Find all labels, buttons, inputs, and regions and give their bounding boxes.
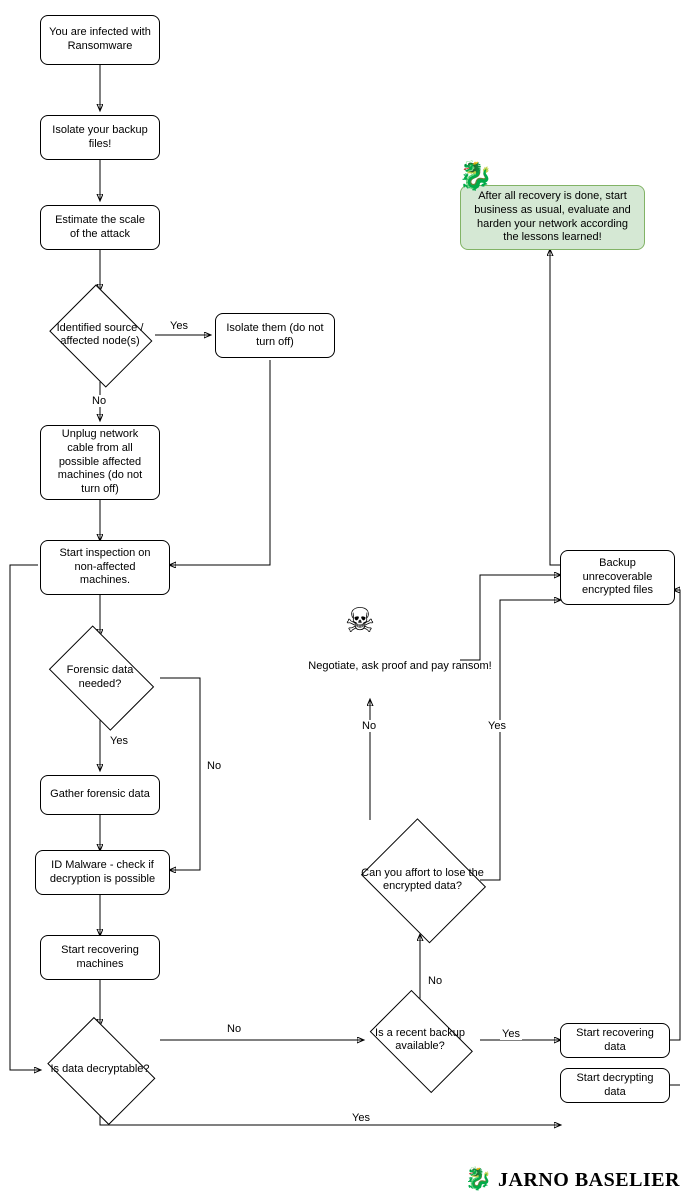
- node-recovery-done: After all recovery is done, start busine…: [460, 185, 645, 250]
- decision-identified-source: Identified source / affected node(s): [45, 290, 155, 380]
- node-label: Start inspection on non-affected machine…: [49, 547, 161, 588]
- node-start-inspection: Start inspection on non-affected machine…: [40, 540, 170, 595]
- node-label: Negotiate, ask proof and pay ransom!: [308, 660, 491, 672]
- node-label: Isolate your backup files!: [49, 124, 151, 152]
- edge-label-d4-yes: Yes: [500, 1028, 522, 1040]
- node-label: Is a recent backup available?: [360, 1027, 480, 1053]
- node-isolate-backup: Isolate your backup files!: [40, 115, 160, 160]
- author-logo: 🐉 JARNO BASELIER: [465, 1166, 680, 1192]
- node-label: Forensic data needed?: [40, 664, 160, 690]
- dragon-icon: 🐉: [458, 158, 493, 193]
- edge-label-d2-no: No: [205, 760, 223, 772]
- node-estimate-scale: Estimate the scale of the attack: [40, 205, 160, 250]
- decision-decryptable: Is data decryptable?: [40, 1025, 160, 1115]
- node-label: Start decrypting data: [569, 1072, 661, 1100]
- dragon-icon: 🐉: [465, 1166, 493, 1191]
- edge-label-d5-no: No: [360, 720, 378, 732]
- node-backup-unrecoverable: Backup unrecoverable encrypted files: [560, 550, 675, 605]
- node-recover-machines: Start recovering machines: [40, 935, 160, 980]
- node-infected: You are infected with Ransomware: [40, 15, 160, 65]
- node-label: After all recovery is done, start busine…: [469, 190, 636, 245]
- node-label: Estimate the scale of the attack: [49, 214, 151, 242]
- node-id-malware: ID Malware - check if decryption is poss…: [35, 850, 170, 895]
- node-label: Gather forensic data: [50, 788, 150, 802]
- node-label: You are infected with Ransomware: [49, 26, 151, 54]
- node-label: Identified source / affected node(s): [45, 322, 155, 348]
- edge-label-d5-yes: Yes: [486, 720, 508, 732]
- node-label: Start recovering data: [569, 1027, 661, 1055]
- edge-label-d4-no: No: [426, 975, 444, 987]
- edge-label-d1-yes: Yes: [168, 320, 190, 332]
- node-recover-data: Start recovering data: [560, 1023, 670, 1058]
- node-label: Unplug network cable from all possible a…: [49, 428, 151, 497]
- node-label: Can you affort to lose the encrypted dat…: [355, 867, 490, 893]
- skull-icon: ☠: [335, 600, 385, 643]
- node-label: Isolate them (do not turn off): [224, 322, 326, 350]
- author-name: JARNO BASELIER: [498, 1169, 680, 1191]
- node-label: Is data decryptable?: [46, 1063, 153, 1076]
- edge-label-d2-yes: Yes: [108, 735, 130, 747]
- edge-label-d3-yes: Yes: [350, 1112, 372, 1124]
- decision-forensic-needed: Forensic data needed?: [40, 635, 160, 720]
- decision-backup-available: Is a recent backup available?: [360, 1000, 480, 1080]
- node-decrypt-data: Start decrypting data: [560, 1068, 670, 1103]
- node-label: Start recovering machines: [49, 944, 151, 972]
- node-isolate-them: Isolate them (do not turn off): [215, 313, 335, 358]
- edge-label-d1-no: No: [90, 395, 108, 407]
- node-gather-forensic: Gather forensic data: [40, 775, 160, 815]
- decision-afford-to-lose: Can you affort to lose the encrypted dat…: [355, 825, 490, 935]
- node-label: ID Malware - check if decryption is poss…: [44, 859, 161, 887]
- node-negotiate-ransom: Negotiate, ask proof and pay ransom!: [300, 660, 500, 674]
- edge-label-d3-no: No: [225, 1023, 243, 1035]
- node-label: Backup unrecoverable encrypted files: [569, 557, 666, 598]
- flowchart-canvas: You are infected with Ransomware Isolate…: [0, 0, 690, 1200]
- node-unplug-cable: Unplug network cable from all possible a…: [40, 425, 160, 500]
